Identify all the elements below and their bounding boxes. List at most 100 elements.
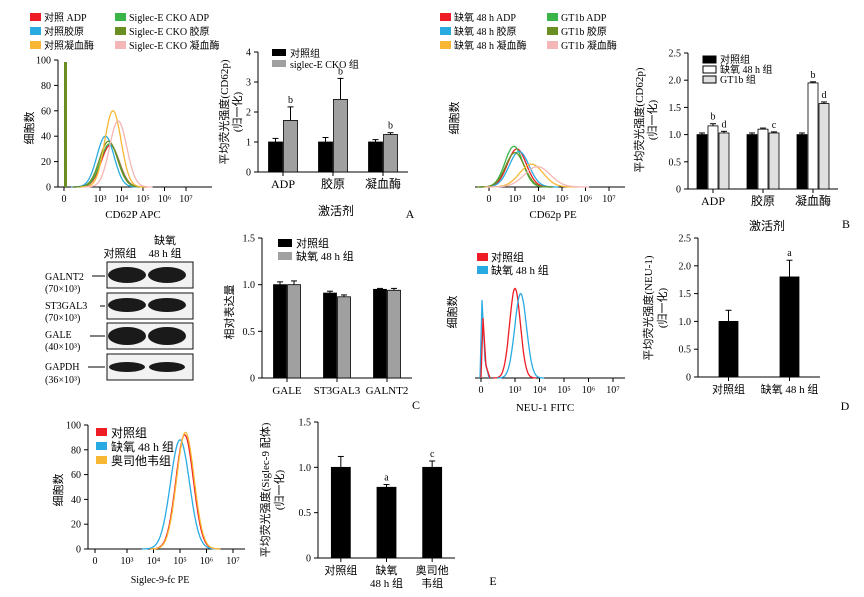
y-tick-label: 1.5 — [679, 289, 692, 300]
x-tick-label: 10³ — [121, 556, 134, 567]
significance-label: b — [811, 70, 816, 81]
legend-label: Siglec-E CKO 凝血酶 — [129, 39, 220, 52]
y-tick-label: 40 — [41, 132, 51, 143]
blot-band — [108, 327, 146, 345]
legend-label: 缺氧 48 h 组 — [491, 263, 549, 277]
panel-b-flow-legend: 缺氧 48 h ADP GT1b ADP 缺氧 48 h 胶原 GT1b 胶原 … — [440, 11, 617, 52]
legend-label: Siglec-E CKO 胶原 — [129, 25, 210, 38]
y-axis-title-line2: (归一化) — [230, 92, 244, 133]
y-tick-label: 0 — [46, 183, 51, 194]
legend-swatch — [272, 49, 286, 56]
histogram-curve — [493, 287, 537, 379]
blot-band — [148, 327, 186, 345]
legend-label: 缺氧 48 h 胶原 — [454, 25, 517, 38]
x-tick-label: 0 — [487, 194, 492, 205]
x-tick-label: 10⁵ — [136, 194, 150, 205]
x-tick-label: 胶原 — [321, 176, 345, 191]
legend-swatch — [115, 13, 126, 21]
legend-swatch — [96, 428, 107, 436]
legend-label: 缺氧 48 h 组 — [720, 63, 773, 76]
legend-swatch — [702, 55, 717, 64]
panel-c-flow-plot — [479, 287, 545, 379]
legend-swatch — [547, 13, 558, 21]
x-tick-label: 韦组 — [421, 576, 443, 590]
panel-a-flow-plot — [64, 62, 153, 188]
y-tick-label: 0.5 — [243, 327, 256, 338]
blot-band — [108, 267, 146, 283]
bar — [318, 141, 333, 173]
significance-label: b — [711, 112, 716, 123]
y-tick-label: 1.5 — [299, 418, 312, 429]
legend-swatch — [440, 41, 451, 49]
significance-label: d — [822, 90, 827, 101]
panel-e-flow-axes: 细胞数 Siglec-9-fc PE 0 10³ 10⁴ 10⁵ 10⁶ 10⁷ 0 20 40… — [52, 421, 245, 586]
x-tick-label: 10³ — [509, 194, 522, 205]
x-tick-label: 对照组 — [712, 382, 745, 396]
y-axis-title: 平均荧光强度(CD62p) — [217, 59, 231, 164]
legend-swatch — [30, 27, 41, 35]
y-tick-label: 100 — [36, 56, 51, 67]
legend-label: GT1b ADP — [561, 13, 607, 24]
x-tick-label: 10⁴ — [533, 385, 547, 396]
y-tick-label: 80 — [41, 81, 51, 92]
legend-label: 对照组 — [720, 53, 750, 66]
y-tick-label: 20 — [41, 157, 51, 168]
bar — [273, 284, 287, 379]
panel-c-bar-chart: 相对表达量 对照组 缺氧 48 h 组 C 0 0.5 1.0 1.5 GALE ST3G… — [222, 234, 420, 413]
x-tick-label: 10⁶ — [579, 194, 593, 205]
y-axis-title: 细胞数 — [52, 474, 65, 507]
bar — [718, 320, 739, 378]
bar — [779, 276, 800, 378]
bar — [337, 296, 351, 379]
blot-row-label: GALE — [45, 330, 72, 341]
bar — [268, 141, 283, 173]
y-tick-label: 1.0 — [299, 463, 312, 474]
bar — [707, 125, 719, 190]
x-tick-label: 胶原 — [751, 193, 775, 208]
bar — [333, 99, 348, 173]
legend-swatch — [115, 41, 126, 49]
significance-label: c — [772, 120, 777, 131]
histogram-curve — [150, 431, 221, 550]
y-axis-title: 平均荧光强度(Siglec-9 配体) — [258, 422, 272, 557]
legend-swatch — [477, 253, 488, 261]
y-tick-label: 1.0 — [669, 130, 682, 141]
x-tick-label: 缺氧 48 h 组 — [761, 382, 819, 396]
histogram-curve — [83, 120, 153, 188]
x-tick-label: 10⁵ — [555, 194, 569, 205]
y-tick-label: 40 — [71, 495, 81, 506]
bar — [323, 292, 337, 379]
blot-row-label: GAPDH — [45, 362, 79, 373]
y-tick-label: 0 — [306, 554, 311, 565]
panel-letter: E — [489, 574, 496, 588]
bar — [807, 82, 819, 190]
y-tick-label: 2.0 — [679, 261, 692, 272]
x-tick-label: 凝血酶 — [365, 176, 401, 191]
x-tick-label: 10⁶ — [200, 556, 214, 567]
histogram-curve — [477, 152, 553, 188]
x-axis-title: CD62p PE — [529, 209, 577, 221]
histogram-curve — [141, 439, 219, 550]
significance-label: c — [430, 449, 435, 460]
x-tick-label: GALNT2 — [366, 385, 409, 397]
legend-swatch — [702, 65, 717, 74]
legend-label: GT1b 胶原 — [561, 25, 607, 38]
histogram-curve — [80, 110, 146, 188]
bar — [746, 134, 758, 190]
legend-swatch — [272, 60, 286, 67]
y-axis-title-line2: (归一化) — [645, 100, 659, 141]
blot-row-size: (36×10³) — [45, 375, 80, 386]
blot-strip-st3gal3 — [106, 292, 194, 320]
y-tick-label: 1.0 — [679, 317, 692, 328]
legend-swatch — [115, 27, 126, 35]
x-tick-label: 奥司他 — [416, 563, 449, 577]
bar — [373, 288, 387, 379]
x-tick-label: 48 h 组 — [370, 576, 403, 590]
blot-row-size: (40×10³) — [45, 342, 80, 353]
histogram-curve — [74, 144, 147, 188]
blot-band — [108, 298, 146, 312]
panel-c-flow-axes: 细胞数 NEU-1 FITC 0 10³ 10⁴ 10⁵ 10⁶ 10⁷ — [446, 296, 625, 414]
bar — [696, 134, 708, 190]
legend-label: 缺氧 48 h ADP — [454, 11, 516, 24]
x-tick-label: 10³ — [509, 385, 522, 396]
